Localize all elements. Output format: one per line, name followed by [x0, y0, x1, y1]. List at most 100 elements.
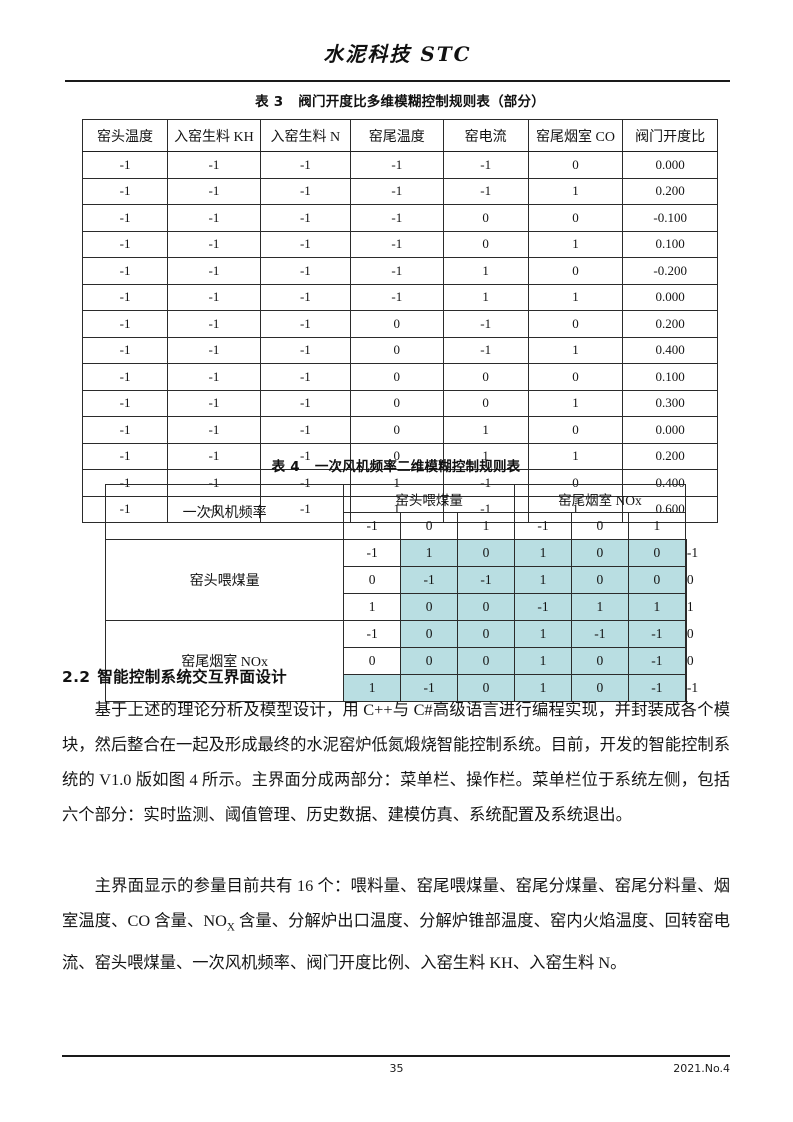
section-number: 2.2: [62, 668, 91, 686]
table4-cell: 0: [457, 647, 516, 675]
footer-page-number: 35: [389, 1062, 404, 1075]
table4-sub-header: -1: [514, 512, 572, 540]
table3-cell: -1: [167, 257, 261, 285]
journal-title: 水泥科技 STC: [323, 42, 472, 66]
table3-cell: 0: [442, 204, 529, 232]
table4-cell: 0: [457, 539, 516, 567]
table3-cell: -1: [167, 389, 261, 417]
table4-level-label: 0: [343, 647, 402, 675]
table3-cell: 1: [527, 230, 624, 258]
table4-cell: 0: [570, 539, 629, 567]
table-row: -1 -1 -1 -1 1 1 0.000: [81, 283, 718, 311]
table3-col-header: 入窑生料 KH: [167, 119, 261, 152]
table3-body: -1 -1 -1 -1 -1 0 0.000 -1 -1 -1 -1 -1 1 0.200 -1 -1 -1 -1…: [81, 151, 718, 523]
table3-cell: -1: [349, 204, 444, 232]
table4-cell: -1: [627, 647, 686, 675]
table4-cell: 0: [684, 566, 694, 594]
table3-cell: 0.000: [622, 283, 718, 311]
table3-cell: -1: [442, 177, 529, 205]
table4-cell: 1: [570, 593, 629, 621]
table3-cell: -1: [442, 336, 529, 364]
table-row: -1 -1 -1 0 1 1 0.200: [81, 442, 718, 470]
table3-cell: 0: [349, 310, 444, 338]
table4-rowgroup-label: 窑尾烟室 NOx: [104, 620, 345, 702]
table3-cell: -1: [167, 204, 261, 232]
table4-group-header-row: 一次风机频率 窑头喂煤量 窑尾烟室 NOx: [104, 484, 687, 540]
table3-header-row: 窑头温度 入窑生料 KH 入窑生料 N 窑尾温度 窑电流 窑尾烟室 CO 阀门开…: [81, 119, 718, 152]
table4-sub-header: -1: [343, 512, 402, 540]
table3-cell: 0: [349, 363, 444, 391]
table3-cell: -1: [259, 204, 351, 232]
footer-rule: [62, 1055, 730, 1057]
table-row: 1 0 0 -1 1 1 1: [106, 593, 694, 621]
table3-cell: -1: [349, 151, 444, 179]
section-heading: 2.2 智能控制系统交互界面设计: [62, 665, 287, 687]
table-row: -1 -1 -1 0 0 0 0.100: [81, 363, 718, 391]
table3-cell: 1: [527, 336, 624, 364]
table-row: 0 -1 -1 1 0 0 0: [106, 566, 694, 594]
table4-rowgroup-label: 窑头喂煤量: [104, 539, 345, 621]
header-rule: [65, 80, 730, 82]
table4-cell: 1: [514, 647, 572, 675]
table3-cell: -1: [167, 283, 261, 311]
table3-cell: 0: [442, 230, 529, 258]
table3-cell: -1: [81, 257, 169, 285]
table3-cell: -0.100: [622, 204, 718, 232]
table4-cell: 0: [627, 566, 686, 594]
table3-cell: 0: [527, 363, 624, 391]
table3-col-header: 窑头温度: [81, 119, 169, 152]
nox-subscript: X: [226, 921, 235, 934]
table3-cell: -1: [259, 336, 351, 364]
table-row: -1 -1 -1 -1 0 0 -0.100: [81, 204, 718, 232]
table4-cell: 0: [570, 647, 629, 675]
table4-level-label: -1: [343, 539, 402, 567]
table3-cell: -1: [349, 230, 444, 258]
table3-cell: -1: [259, 416, 351, 444]
table4-group-header: 窑头喂煤量: [343, 484, 516, 513]
table3-cell: -1: [81, 389, 169, 417]
table4-cell: 0: [400, 647, 459, 675]
table4-cell: 1: [627, 593, 686, 621]
table4-level-label: 1: [343, 593, 402, 621]
table4-cell: -1: [684, 674, 698, 702]
table4-caption-number: 表 4: [271, 459, 300, 475]
table3-cell: 1: [527, 389, 624, 417]
table3-cell: 1: [527, 442, 624, 470]
paragraph-2-lead: 主界面显示的参量目前共有 16 个：喂料量、窑尾喂煤量、窑尾分煤量、窑尾分料量、…: [62, 876, 730, 930]
table-row: -1 -1 -1 0 1 0 0.000: [81, 416, 718, 444]
running-header: 水泥科技 STC: [65, 38, 730, 67]
table3-cell: 1: [527, 177, 624, 205]
table3-cell: -1: [259, 151, 351, 179]
table4-level-label: 1: [343, 674, 402, 702]
table4-cell: 0: [627, 539, 686, 567]
table3-cell: 0.100: [622, 363, 718, 391]
table3-cell: 0: [349, 336, 444, 364]
table3-cell: -1: [81, 363, 169, 391]
table3: 窑头温度 入窑生料 KH 入窑生料 N 窑尾温度 窑电流 窑尾烟室 CO 阀门开…: [81, 119, 718, 523]
table3-cell: 0.200: [622, 310, 718, 338]
table3-cell: -0.200: [622, 257, 718, 285]
table4-cell: 1: [514, 566, 572, 594]
table4-caption: 表 4 一次风机频率二维模糊控制规则表: [105, 455, 687, 475]
table4-cell: -1: [627, 620, 686, 648]
table4-cell: 1: [514, 674, 572, 702]
table4-cell: 0: [570, 674, 629, 702]
table3-cell: 0.100: [622, 230, 718, 258]
table4-sub-header: 1: [627, 512, 686, 540]
table3-cell: 0: [527, 416, 624, 444]
table3-cell: -1: [259, 363, 351, 391]
table3-cell: -1: [81, 416, 169, 444]
table-row: -1 -1 -1 -1 0 1 0.100: [81, 230, 718, 258]
table4-cell: 0: [684, 620, 694, 648]
table3-cell: 0: [527, 310, 624, 338]
table3-cell: 0.400: [622, 336, 718, 364]
table4-cell: 1: [400, 539, 459, 567]
table4-cell: -1: [400, 566, 459, 594]
table3-col-header: 入窑生料 N: [259, 119, 351, 152]
table3-cell: -1: [81, 151, 169, 179]
table4-cell: -1: [684, 539, 698, 567]
table3-cell: 1: [442, 283, 529, 311]
table-row: 1 -1 0 1 0 -1 -1: [106, 674, 698, 702]
table-row: -1 -1 -1 0 0 1 0.300: [81, 389, 718, 417]
table3-cell: -1: [167, 363, 261, 391]
